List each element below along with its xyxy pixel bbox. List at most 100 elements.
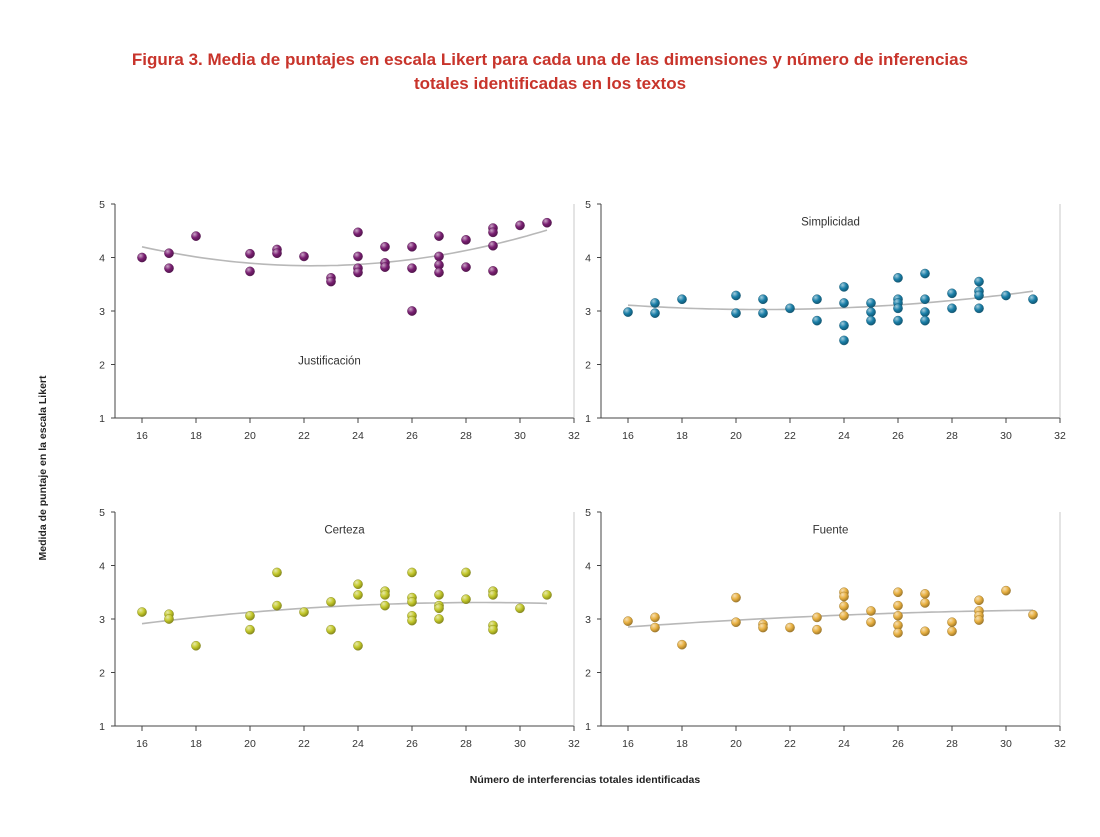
data-point	[434, 267, 444, 278]
data-point	[839, 610, 849, 621]
data-point	[407, 241, 417, 252]
data-point	[515, 603, 525, 614]
panel-title: Justificación	[298, 356, 361, 368]
data-point	[380, 262, 390, 272]
data-point	[380, 241, 390, 252]
x-tick-label: 18	[190, 430, 202, 442]
panel-title: Certeza	[324, 524, 365, 536]
y-tick-label: 4	[99, 253, 105, 265]
x-tick-label: 26	[406, 738, 418, 750]
trend-line	[141, 229, 548, 267]
x-tick-label: 26	[406, 430, 418, 442]
y-tick-label: 4	[585, 561, 591, 573]
data-point	[812, 624, 822, 635]
y-tick-label: 2	[585, 668, 591, 680]
y-tick-label: 1	[585, 413, 591, 425]
data-point	[245, 610, 255, 621]
panel-justificacion: 1 2 3 4 5 16 18 20 22 24 26 28 30 32 Justificación	[99, 199, 580, 442]
data-point	[623, 307, 633, 317]
data-point	[731, 592, 741, 603]
y-tick-label: 5	[585, 507, 591, 519]
x-tick-label: 18	[190, 738, 202, 750]
x-tick-label: 16	[136, 738, 148, 750]
data-point	[407, 567, 417, 578]
x-tick-label: 20	[730, 430, 742, 442]
x-tick-label: 28	[460, 430, 472, 442]
data-point	[839, 282, 849, 292]
data-point	[920, 598, 930, 608]
y-tick-label: 5	[585, 199, 591, 211]
data-point	[353, 267, 363, 278]
x-tick-label: 22	[298, 430, 310, 442]
panel-certeza: 1 2 3 4 5 16 18 20 22 24 26 28 30 32 Certeza	[99, 507, 580, 750]
data-point	[650, 612, 660, 623]
data-point	[920, 589, 930, 599]
panel-title: Simplicidad	[801, 216, 860, 228]
data-point	[974, 276, 984, 287]
data-point	[407, 597, 417, 607]
x-tick-label: 20	[244, 738, 256, 750]
data-point	[812, 294, 822, 305]
data-point	[488, 240, 498, 251]
y-tick-label: 1	[99, 721, 105, 733]
data-point	[839, 591, 849, 602]
data-point	[164, 614, 174, 624]
y-tick-label: 5	[99, 507, 105, 519]
x-tick-label: 30	[1000, 430, 1012, 442]
data-point	[164, 248, 174, 259]
data-point	[164, 263, 174, 274]
data-point	[758, 294, 768, 305]
trend-line	[627, 609, 1034, 628]
data-point	[326, 597, 336, 607]
x-tick-label: 22	[784, 738, 796, 750]
data-point	[299, 607, 309, 617]
data-point	[353, 579, 363, 590]
data-point	[920, 626, 930, 637]
x-tick-label: 16	[622, 430, 634, 442]
y-tick-label: 3	[585, 306, 591, 318]
data-point	[623, 616, 633, 626]
y-axis-label-text: Medida de puntaje en la escala Likert	[37, 375, 49, 561]
x-tick-label: 16	[622, 738, 634, 750]
y-tick-label: 3	[99, 306, 105, 318]
data-point	[137, 252, 147, 263]
data-point	[866, 307, 876, 317]
data-point	[947, 288, 957, 299]
data-point	[137, 607, 147, 617]
y-tick-label: 3	[585, 614, 591, 626]
trend-line	[141, 601, 548, 625]
panel-simplicidad: 1 2 3 4 5 16 18 20 22 24 26 28 30 32 Simplicidad	[585, 199, 1066, 442]
data-point	[326, 276, 336, 287]
data-point	[542, 217, 552, 228]
data-point	[839, 320, 849, 331]
data-point	[866, 606, 876, 616]
y-tick-label: 4	[585, 253, 591, 265]
data-point	[272, 600, 282, 611]
data-point	[974, 303, 984, 314]
data-point	[245, 624, 255, 635]
x-tick-label: 20	[730, 738, 742, 750]
data-point	[947, 303, 957, 314]
data-point	[731, 308, 741, 318]
data-point	[488, 227, 498, 238]
data-point	[947, 617, 957, 628]
data-point	[461, 235, 471, 245]
data-point	[785, 303, 795, 314]
data-point	[488, 624, 498, 635]
data-point	[731, 617, 741, 628]
y-tick-label: 2	[585, 360, 591, 372]
x-tick-label: 30	[514, 430, 526, 442]
x-tick-label: 32	[568, 430, 580, 442]
data-point	[920, 294, 930, 305]
data-point	[893, 600, 903, 611]
x-tick-label: 26	[892, 738, 904, 750]
data-point	[758, 622, 768, 633]
x-tick-label: 28	[460, 738, 472, 750]
x-tick-label: 24	[838, 738, 850, 750]
panel-fuente: 1 2 3 4 5 16 18 20 22 24 26 28 30 32 Fuente	[585, 507, 1066, 750]
data-point	[461, 262, 471, 272]
y-tick-label: 4	[99, 561, 105, 573]
data-point	[893, 315, 903, 326]
data-point	[434, 614, 444, 624]
